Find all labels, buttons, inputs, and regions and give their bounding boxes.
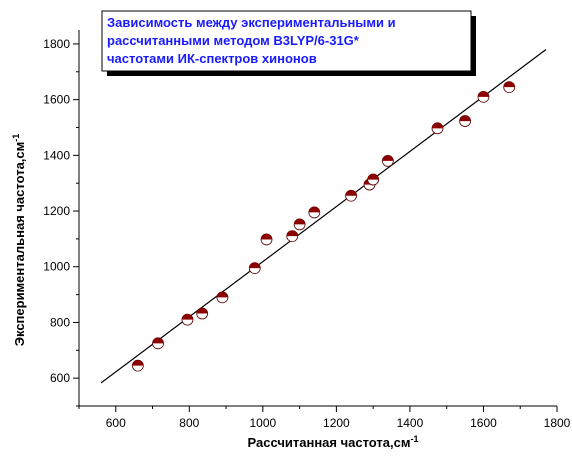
x-axis-title-superscript: -1 bbox=[410, 434, 418, 444]
data-point bbox=[477, 90, 490, 103]
data-point bbox=[431, 122, 444, 135]
fit-line bbox=[100, 49, 547, 384]
chart-title-line-1: Зависимость между экспериментальными и bbox=[107, 15, 396, 30]
data-points bbox=[131, 81, 516, 372]
data-point bbox=[286, 230, 299, 243]
data-point bbox=[367, 173, 380, 186]
data-point bbox=[345, 189, 357, 202]
data-point bbox=[503, 81, 516, 93]
data-point bbox=[181, 313, 194, 326]
x-ticks: 600 800 1000 1200 1400 1600 1800 bbox=[78, 406, 571, 430]
y-tick-label: 1200 bbox=[43, 204, 70, 218]
y-axis-title: Экспериментальная частота,см-1 bbox=[11, 134, 27, 347]
y-tick-label: 1400 bbox=[43, 148, 70, 162]
y-ticks: 600 800 1000 1200 1400 1600 1800 bbox=[43, 37, 79, 407]
x-tick-label: 600 bbox=[106, 416, 126, 430]
data-point bbox=[293, 218, 306, 231]
data-point bbox=[459, 115, 471, 127]
axes bbox=[78, 30, 557, 407]
data-point bbox=[260, 233, 273, 246]
x-tick-label: 1600 bbox=[470, 416, 497, 430]
y-axis-title-text: Экспериментальная частота,см bbox=[12, 142, 27, 347]
data-point bbox=[131, 359, 144, 372]
y-tick-label: 1000 bbox=[43, 260, 70, 274]
x-tick-label: 1000 bbox=[249, 416, 276, 430]
x-tick-label: 1800 bbox=[544, 416, 571, 430]
y-axis-title-superscript: -1 bbox=[11, 134, 21, 142]
data-point bbox=[216, 291, 229, 304]
y-tick-label: 800 bbox=[50, 315, 70, 329]
x-tick-label: 800 bbox=[179, 416, 199, 430]
chart-title-line-2: рассчитанными методом B3LYP/6-31G* bbox=[107, 33, 360, 48]
y-tick-label: 600 bbox=[50, 371, 70, 385]
chart-title-box: Зависимость между экспериментальными и р… bbox=[101, 10, 476, 76]
y-tick-label: 1800 bbox=[43, 37, 70, 51]
data-point bbox=[248, 262, 261, 275]
data-point bbox=[196, 307, 209, 320]
fit-line-group bbox=[100, 49, 547, 384]
x-axis-title-text: Рассчитанная частота,см bbox=[247, 435, 410, 450]
data-point bbox=[381, 155, 394, 167]
y-tick-label: 1600 bbox=[43, 93, 70, 107]
x-tick-label: 1400 bbox=[397, 416, 424, 430]
chart-title-line-3: частотами ИК-спектров хинонов bbox=[107, 51, 317, 66]
x-axis-title: Рассчитанная частота,см-1 bbox=[247, 434, 418, 450]
data-point bbox=[308, 206, 321, 219]
x-tick-label: 1200 bbox=[323, 416, 350, 430]
data-point bbox=[152, 337, 164, 350]
